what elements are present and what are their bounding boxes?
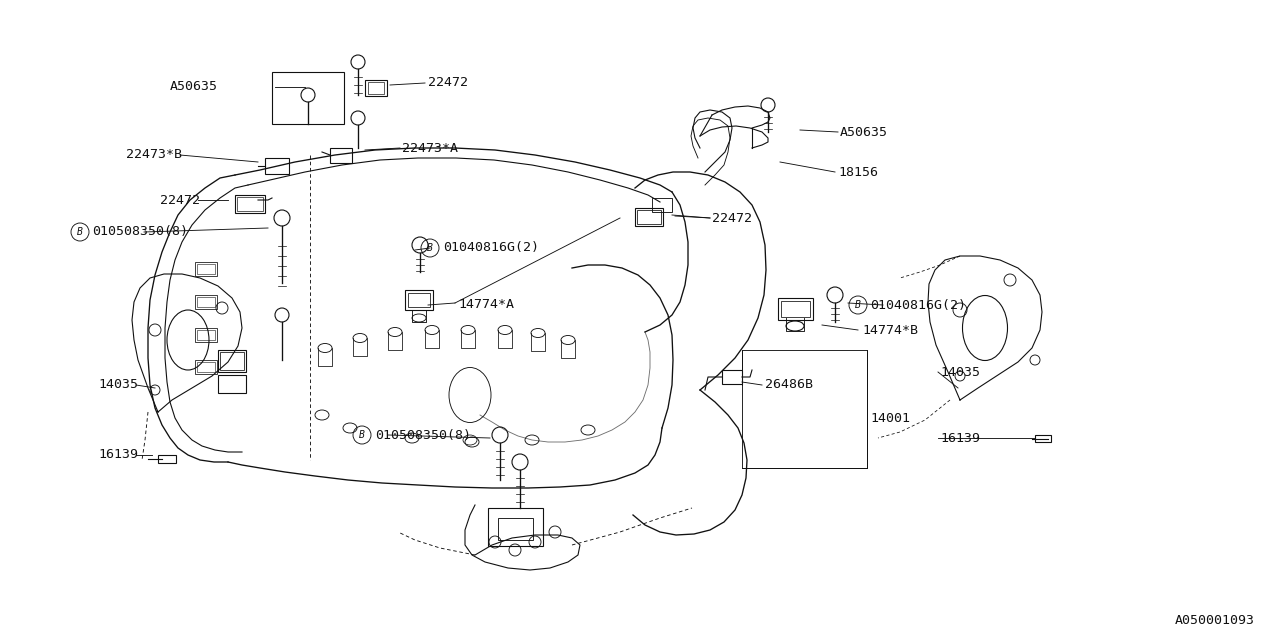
Bar [369, 82, 384, 94]
Text: 16139: 16139 [99, 449, 138, 461]
Text: 26486B: 26486B [765, 378, 813, 392]
Text: 14035: 14035 [940, 365, 980, 378]
Text: A50635: A50635 [840, 125, 888, 138]
Bar [197, 330, 215, 340]
Text: 010508350(8): 010508350(8) [375, 429, 471, 442]
Bar [635, 208, 663, 226]
Text: 16139: 16139 [940, 431, 980, 445]
Text: 01040816G(2): 01040816G(2) [443, 241, 539, 255]
Text: B: B [77, 227, 83, 237]
Text: 18156: 18156 [838, 166, 878, 179]
Bar [218, 350, 246, 372]
Bar [330, 148, 352, 163]
Bar [408, 293, 430, 307]
Bar [236, 195, 265, 213]
Bar [195, 328, 218, 342]
Text: 22473*B: 22473*B [125, 148, 182, 161]
Bar [195, 262, 218, 276]
Bar [742, 350, 867, 468]
Text: A50635: A50635 [170, 81, 218, 93]
Bar [195, 360, 218, 374]
Bar [652, 198, 672, 212]
Text: 010508350(8): 010508350(8) [92, 225, 188, 239]
Bar [498, 518, 532, 540]
Bar [404, 290, 433, 310]
Text: 22473*A: 22473*A [402, 141, 458, 154]
Text: 14035: 14035 [99, 378, 138, 392]
Bar [157, 455, 177, 463]
Text: 01040816G(2): 01040816G(2) [870, 298, 966, 312]
Text: 14774*B: 14774*B [861, 323, 918, 337]
Bar [781, 301, 810, 317]
Text: 22472: 22472 [712, 211, 753, 225]
Text: 22472: 22472 [428, 77, 468, 90]
Bar [778, 298, 813, 320]
Bar [365, 80, 387, 96]
Bar [273, 72, 344, 124]
Bar [637, 210, 660, 224]
Text: A050001093: A050001093 [1175, 614, 1254, 627]
Text: B: B [360, 430, 365, 440]
Bar [488, 508, 543, 546]
Bar [197, 264, 215, 274]
Bar [220, 352, 244, 370]
Text: 22472: 22472 [160, 193, 200, 207]
Bar [195, 295, 218, 309]
Text: B: B [855, 300, 861, 310]
Text: 14774*A: 14774*A [458, 298, 515, 312]
Text: 14001: 14001 [870, 412, 910, 424]
Bar [722, 370, 742, 384]
Bar [1036, 435, 1051, 442]
Bar [218, 375, 246, 393]
Bar [265, 158, 289, 174]
Bar [197, 362, 215, 372]
Text: B: B [428, 243, 433, 253]
Bar [237, 197, 262, 211]
Bar [197, 297, 215, 307]
